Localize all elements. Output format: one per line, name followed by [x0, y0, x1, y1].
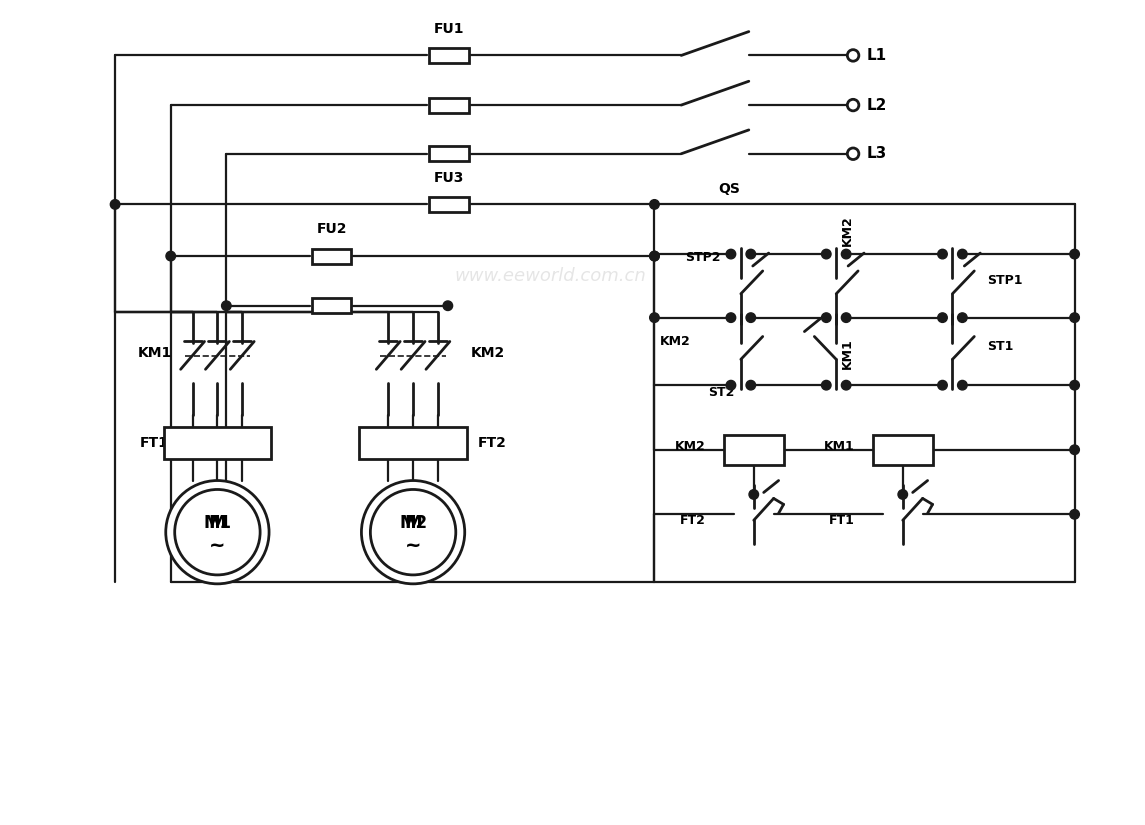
Circle shape — [175, 489, 260, 575]
Circle shape — [747, 380, 756, 390]
Text: FU3: FU3 — [434, 171, 464, 185]
Bar — [429, 146, 468, 161]
Circle shape — [957, 313, 968, 323]
Circle shape — [370, 489, 456, 575]
Text: KM2: KM2 — [676, 441, 706, 453]
Text: STP2: STP2 — [686, 251, 721, 264]
Circle shape — [938, 249, 947, 259]
Circle shape — [110, 200, 120, 210]
Text: FT2: FT2 — [477, 436, 506, 450]
Text: KM1: KM1 — [137, 346, 172, 361]
Bar — [429, 48, 468, 63]
Text: M2: M2 — [398, 514, 427, 532]
Text: STP1: STP1 — [987, 275, 1022, 287]
Text: L2: L2 — [867, 97, 887, 112]
Circle shape — [649, 313, 660, 323]
Circle shape — [842, 313, 851, 323]
Circle shape — [821, 249, 831, 259]
Bar — [311, 299, 352, 314]
Circle shape — [726, 380, 736, 390]
Text: FU2: FU2 — [316, 222, 347, 236]
Circle shape — [443, 301, 452, 310]
Circle shape — [821, 313, 831, 323]
Circle shape — [1069, 313, 1080, 323]
Text: www.eeworld.com.cn: www.eeworld.com.cn — [455, 267, 646, 285]
Bar — [429, 97, 468, 112]
Bar — [724, 435, 783, 464]
Circle shape — [1069, 380, 1080, 390]
Text: FT1: FT1 — [140, 436, 168, 450]
Bar — [360, 427, 467, 459]
Circle shape — [842, 249, 851, 259]
Circle shape — [747, 249, 756, 259]
Circle shape — [842, 380, 851, 390]
Text: FT2: FT2 — [680, 514, 706, 527]
Text: ST2: ST2 — [708, 386, 734, 399]
Text: L1: L1 — [867, 48, 887, 63]
Text: KM1: KM1 — [824, 441, 855, 453]
Circle shape — [649, 252, 660, 261]
Text: FU1: FU1 — [434, 21, 464, 35]
Circle shape — [749, 490, 758, 499]
Circle shape — [821, 380, 831, 390]
Circle shape — [1069, 445, 1080, 455]
Circle shape — [847, 99, 859, 111]
Text: M: M — [404, 514, 423, 532]
Circle shape — [362, 480, 465, 584]
Text: ~: ~ — [210, 535, 226, 554]
Circle shape — [649, 252, 660, 261]
Text: ~: ~ — [405, 535, 421, 554]
Text: QS: QS — [718, 182, 740, 196]
Text: M: M — [208, 514, 227, 532]
Circle shape — [726, 249, 736, 259]
Circle shape — [747, 313, 756, 323]
Text: M1: M1 — [204, 514, 231, 532]
Circle shape — [222, 301, 231, 310]
Circle shape — [1069, 249, 1080, 259]
Circle shape — [166, 252, 175, 261]
Text: FT1: FT1 — [829, 514, 855, 527]
Circle shape — [938, 380, 947, 390]
Text: ST1: ST1 — [987, 340, 1013, 353]
Text: KM2: KM2 — [660, 335, 690, 348]
Text: KM2: KM2 — [842, 215, 854, 246]
Text: KM1: KM1 — [842, 338, 854, 369]
Bar — [872, 435, 932, 464]
Circle shape — [898, 490, 908, 499]
Bar — [164, 427, 271, 459]
Circle shape — [957, 380, 968, 390]
Circle shape — [166, 480, 269, 584]
Circle shape — [649, 200, 660, 210]
Circle shape — [726, 313, 736, 323]
Text: L3: L3 — [867, 146, 887, 161]
Circle shape — [847, 148, 859, 159]
Text: KM2: KM2 — [471, 346, 505, 361]
Circle shape — [938, 313, 947, 323]
Circle shape — [957, 249, 968, 259]
Bar — [429, 197, 468, 212]
Circle shape — [1069, 510, 1080, 519]
Bar — [311, 248, 352, 263]
Circle shape — [847, 50, 859, 61]
